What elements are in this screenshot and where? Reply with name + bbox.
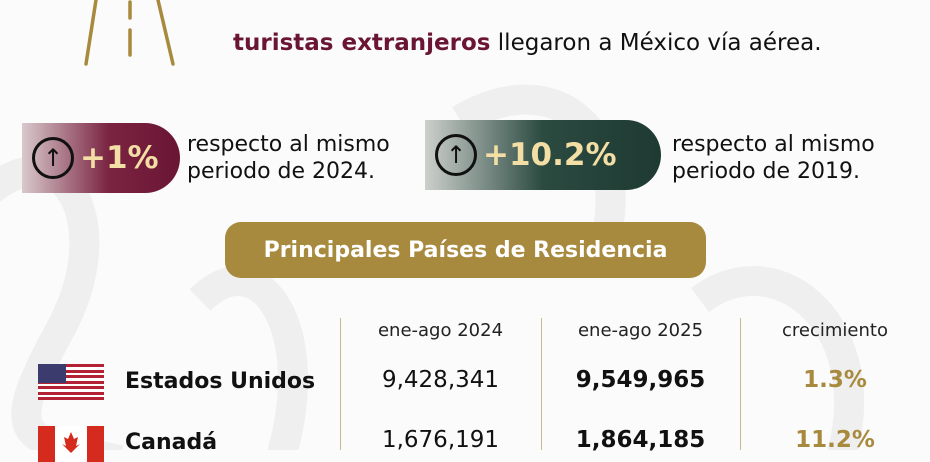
column-divider <box>541 318 542 450</box>
growth-badge-2024: ↑ +1% <box>22 123 180 193</box>
value-2024: 1,676,191 <box>381 427 500 453</box>
growth-value: 11.2% <box>795 427 875 453</box>
value-2024: 9,428,341 <box>381 367 500 393</box>
road-icon <box>84 0 175 66</box>
canada-flag-icon <box>38 426 104 462</box>
header-2024: ene-ago 2024 <box>377 320 504 341</box>
section-title: Principales Países de Residencia <box>225 222 706 278</box>
headline-text: llegaron a México vía aérea. <box>490 30 822 56</box>
header-growth: crecimiento <box>782 320 888 341</box>
value-2025: 9,549,965 <box>575 367 706 393</box>
desc-line: respecto al mismo <box>672 132 875 157</box>
country-name: Estados Unidos <box>125 369 316 394</box>
value-2025: 1,864,185 <box>575 427 706 453</box>
badge-value: +10.2% <box>483 137 617 173</box>
headline: turistas extranjeros llegaron a México v… <box>233 30 822 56</box>
column-divider <box>740 318 741 450</box>
desc-line: periodo de 2019. <box>672 159 861 184</box>
arrow-up-circle-icon: ↑ <box>32 137 74 179</box>
us-flag-icon <box>38 364 104 400</box>
header-2025: ene-ago 2025 <box>577 320 704 341</box>
badge-value: +1% <box>80 140 159 176</box>
growth-badge-2019: ↑ +10.2% <box>425 120 661 190</box>
desc-line: respecto al mismo <box>187 132 390 157</box>
column-divider <box>340 318 341 450</box>
growth-value: 1.3% <box>803 367 867 393</box>
badge-description: respecto al mismo periodo de 2024. <box>187 131 390 185</box>
desc-line: periodo de 2024. <box>187 159 376 184</box>
badge-description: respecto al mismo periodo de 2019. <box>672 131 875 185</box>
arrow-up-circle-icon: ↑ <box>435 134 477 176</box>
headline-emphasis: turistas extranjeros <box>233 30 491 56</box>
country-name: Canadá <box>125 430 218 455</box>
